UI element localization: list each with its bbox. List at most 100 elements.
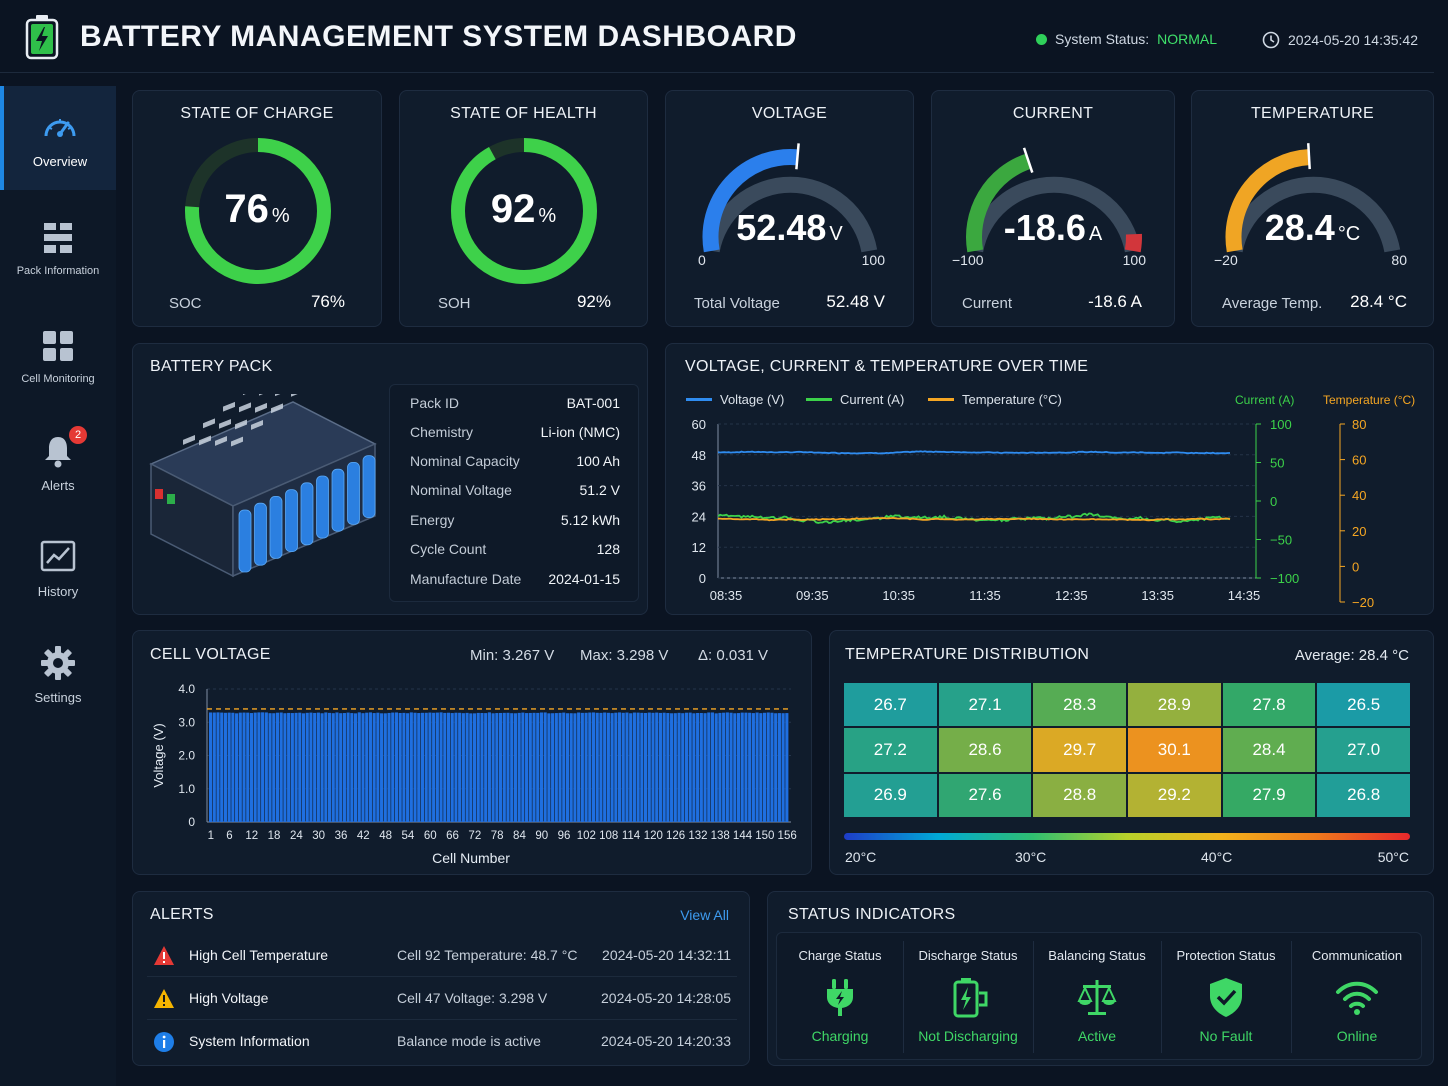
cell-bar — [257, 712, 261, 822]
cell-voltage-card: CELL VOLTAGE Min: 3.267 V Max: 3.298 V Δ… — [132, 630, 812, 875]
heatmap-cell: 26.9 — [844, 773, 937, 817]
cell-bar — [647, 712, 651, 822]
sidebar-item-settings[interactable]: Settings — [0, 622, 116, 726]
cell-bar — [450, 713, 454, 822]
cell-bar — [406, 713, 410, 822]
legend-swatch — [686, 398, 712, 401]
sidebar-item-history[interactable]: History — [0, 516, 116, 620]
heatmap-cell: 30.1 — [1127, 728, 1221, 772]
x-tick-label: 1 — [208, 830, 214, 842]
cell-bar — [424, 712, 428, 822]
y-tick-label: 3.0 — [178, 715, 195, 729]
cell-bar — [491, 713, 495, 822]
alert-row[interactable]: High Voltage Cell 47 Voltage: 3.298 V 20… — [147, 977, 737, 1020]
cell-bar — [629, 713, 633, 822]
temperature-foot-value: 28.4 °C — [1350, 292, 1407, 311]
status-indicators-title: STATUS INDICATORS — [788, 906, 956, 923]
cell-bar — [380, 713, 384, 822]
temp-heatmap: 26.7 27.1 28.3 28.9 27.8 26.5 27.2 28.6 29.7 30.1… — [844, 683, 1410, 817]
pack-cell — [347, 462, 360, 525]
time-series-card: VOLTAGE, CURRENT & TEMPERATURE OVER TIME… — [665, 343, 1434, 615]
view-all-link[interactable]: View All — [680, 907, 729, 923]
alert-row[interactable]: High Cell Temperature Cell 92 Temperatur… — [147, 934, 737, 977]
cell-bar — [432, 712, 436, 822]
cell-bar — [357, 712, 361, 822]
sidebar-item-alerts[interactable]: 2 Alerts — [0, 410, 116, 514]
sidebar-item-cell-monitoring[interactable]: Cell Monitoring — [0, 304, 116, 408]
x-tick-label: 24 — [290, 830, 303, 842]
heatmap-cell: 27.0 — [1317, 728, 1410, 772]
soc-title: STATE OF CHARGE — [180, 105, 334, 122]
pack-terminal — [223, 401, 235, 412]
cell-bar — [603, 712, 607, 822]
pack-icon — [44, 223, 72, 253]
info-alert-icon — [154, 1032, 174, 1052]
cell-bar — [484, 713, 488, 822]
voltage-value: 52.48 V — [736, 207, 843, 248]
cell-bar — [640, 712, 644, 822]
x-tick-label: 6 — [226, 830, 232, 842]
cell-bar — [666, 713, 670, 822]
cell-bar — [714, 713, 718, 822]
x-tick-label: 138 — [711, 830, 730, 842]
sidebar: Overview Pack Information Cell Monitorin… — [0, 86, 116, 1086]
temp-distribution-title: TEMPERATURE DISTRIBUTION — [845, 646, 1090, 663]
cell-bar — [770, 712, 774, 822]
system-status: System Status: NORMAL — [1036, 31, 1217, 47]
cell-bar — [558, 712, 562, 822]
current-gauge — [966, 147, 1142, 253]
x-tick-label: 114 — [622, 830, 641, 842]
cell-bar — [342, 713, 346, 822]
cell-bar — [588, 712, 592, 822]
cell-bar — [372, 713, 376, 822]
y-tick-label: 48 — [692, 448, 706, 463]
gauge-fill — [966, 153, 1032, 253]
soh-card: STATE OF HEALTH 92% SOH 92% — [399, 90, 648, 327]
x-tick-label: 150 — [755, 830, 774, 842]
sidebar-item-overview[interactable]: Overview — [0, 86, 116, 190]
pack-cell — [238, 509, 252, 573]
temperature-gauge — [1225, 143, 1401, 253]
battery-pack-title: BATTERY PACK — [150, 358, 273, 375]
scale-tick: 40°C — [1201, 849, 1233, 865]
pack-terminal — [271, 403, 283, 414]
cell-bar — [543, 712, 547, 822]
pack-info-table: Pack ID BAT-001 Chemistry Li-ion (NMC) Nom… — [389, 384, 639, 602]
datetime-value: 2024-05-20 14:35:42 — [1288, 32, 1418, 48]
alerts-badge: 2 — [69, 425, 87, 444]
cell-bar — [417, 713, 421, 822]
x-tick-label: 30 — [312, 830, 325, 842]
alert-row[interactable]: System Information Balance mode is activ… — [147, 1020, 737, 1063]
y-axis-label: Voltage (V) — [151, 723, 166, 787]
y-tick-label: 36 — [692, 479, 706, 494]
heatmap-cell: 29.2 — [1127, 773, 1221, 817]
scale-tick: 30°C — [1015, 849, 1047, 865]
cell-bar — [536, 712, 540, 822]
cell-bar — [391, 712, 395, 822]
x-tick-label: 156 — [778, 830, 797, 842]
cell-bar — [350, 713, 354, 822]
status-indicators-box: Charge Status Charging Discharge Status … — [776, 932, 1422, 1060]
gauge-track — [703, 176, 878, 253]
voltage-max: 100 — [861, 252, 885, 268]
cell-bar — [677, 712, 681, 822]
y-tick-label: 60 — [692, 417, 706, 432]
cell-bar — [223, 712, 227, 822]
sidebar-item-pack-information[interactable]: Pack Information — [0, 196, 116, 300]
cell-bar — [774, 713, 778, 822]
cell-bar — [785, 713, 789, 822]
cell-bar — [305, 712, 309, 822]
cell-bar — [339, 713, 343, 822]
soh-foot-value: 92% — [576, 292, 611, 311]
cell-bar — [327, 712, 332, 822]
cell-bar — [465, 712, 469, 822]
cell-bar — [636, 712, 640, 822]
cell-bar — [722, 712, 726, 822]
cell-bar — [249, 713, 254, 822]
cell-bar — [398, 712, 402, 822]
cell-bar — [361, 713, 365, 822]
x-tick-label: 126 — [666, 830, 685, 842]
pack-cell — [331, 468, 345, 532]
cell-bar — [283, 713, 287, 822]
cell-bar — [216, 712, 220, 822]
